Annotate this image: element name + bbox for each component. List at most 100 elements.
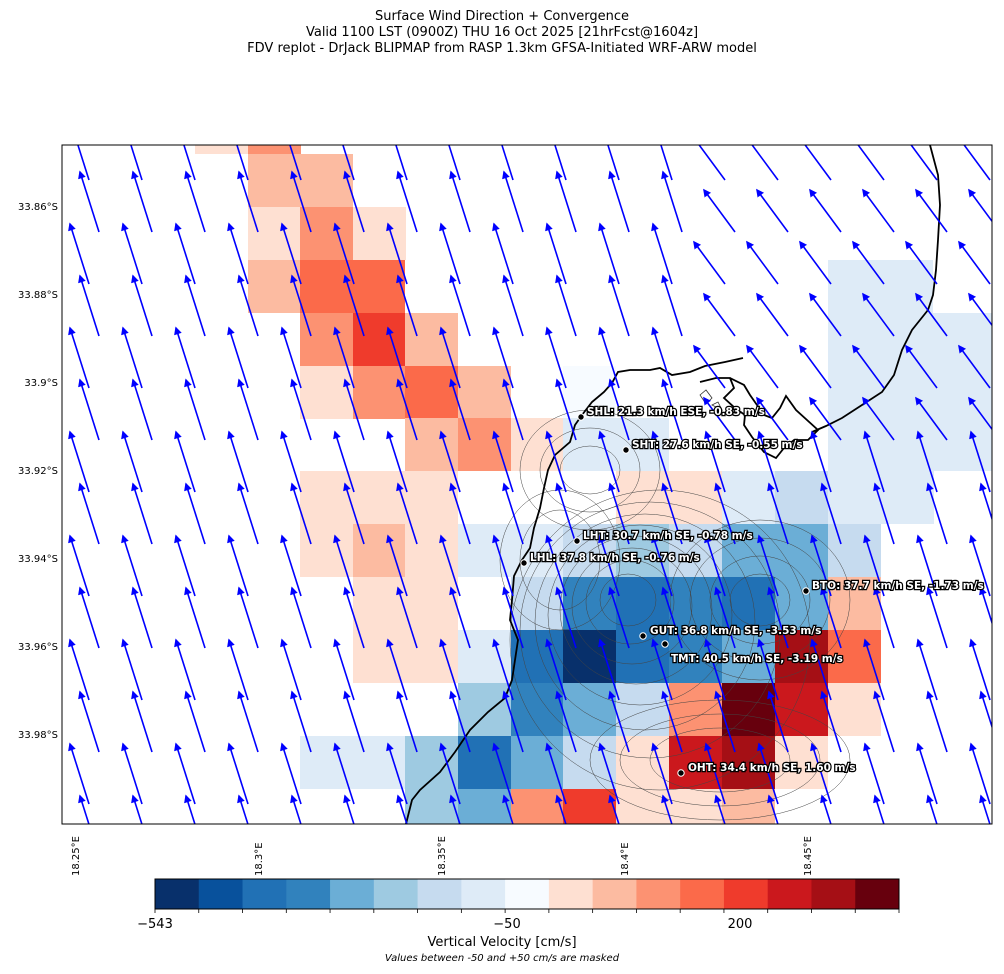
convergence-cell [828,260,933,313]
wind-arrow [68,222,90,285]
convergence-cell [511,418,564,471]
convergence-cell [828,471,881,524]
wind-arrow [916,430,938,493]
wind-arrow [492,534,514,597]
station-dot [573,537,581,545]
wind-arrow [810,742,832,805]
terrain-contour [534,513,756,731]
title-line-3: FDV replot - DrJack BLIPMAP from RASP 1.… [247,41,757,56]
convergence-cell [405,736,458,789]
wind-arrow [926,482,948,545]
convergence-cell [828,524,881,577]
wind-arrow [449,794,461,824]
wind-arrow [439,326,461,389]
convergence-cell [300,207,353,260]
x-tick-label: 18.3°E [254,842,265,876]
wind-arrow [227,222,249,285]
terrain-contour [669,519,851,681]
wind-arrow [746,344,779,389]
wind-arrow [555,482,577,545]
convergence-cell [563,736,616,789]
wind-arrow [555,690,577,753]
wind-arrow [862,292,895,337]
convergence-cell [458,736,511,789]
convergence-cell [775,471,828,524]
wind-arrow [746,145,779,181]
convergence-cell [563,683,616,736]
wind-arrow [958,240,991,285]
wind-arrow [280,222,302,285]
convergence-cell [248,145,301,154]
convergence-cell [669,471,722,524]
wind-arrow [333,430,355,493]
wind-arrow [290,586,312,649]
wind-arrow [693,145,726,181]
wind-arrow [78,586,100,649]
convergence-cell [405,577,458,630]
colorbar-bin [592,879,637,909]
wind-arrow [174,742,196,805]
wind-arrow [598,326,620,389]
wind-arrow [969,638,991,701]
wind-arrow [598,534,620,597]
wind-arrow [333,534,355,597]
wind-arrow [979,586,992,626]
convergence-cell [458,683,511,736]
wind-arrow [958,344,991,389]
convergence-cell [458,366,511,419]
wind-arrow [757,430,779,493]
convergence-cell [669,577,722,630]
colorbar [154,878,900,913]
wind-arrow [449,274,471,337]
x-tick-label: 18.25°E [71,836,82,876]
wind-arrow [174,326,196,389]
convergence-cell [511,736,564,789]
y-tick-label: 33.96°S [18,642,58,653]
wind-arrow [439,222,461,285]
wind-arrow [343,482,365,545]
wind-arrow [502,378,524,441]
wind-arrow [545,534,567,597]
convergence-cell [353,366,406,419]
wind-arrow [174,638,196,701]
wind-arrow [68,534,90,597]
wind-arrow [386,534,408,597]
terrain-contour [559,445,621,495]
wind-arrow [502,274,524,337]
wind-arrow [661,378,683,441]
wind-arrow [236,145,249,181]
wind-arrow [502,794,514,824]
wind-arrow [704,638,726,701]
wind-arrow [386,742,408,805]
wind-arrow [78,378,100,441]
wind-arrow [545,326,567,389]
wind-arrow [131,274,153,337]
wind-arrow [979,482,992,522]
wind-arrow [608,586,630,649]
wind-arrow [343,586,365,649]
wind-arrow [121,430,143,493]
wind-arrow [767,690,789,753]
station-label: SHL: 21.3 km/h ESE, -0.83 m/s [587,406,765,418]
convergence-cell [722,736,775,789]
y-tick-label: 33.9°S [24,378,58,389]
terrain-contour [585,559,675,645]
colorbar-bin [198,879,244,909]
coastline [405,145,941,824]
colorbar-bin [242,879,287,909]
wind-arrow [608,794,620,824]
convergence-cell [300,471,353,524]
wind-arrow [280,742,302,805]
wind-arrow [280,430,302,493]
convergence-cell [405,313,458,366]
wind-arrow [873,794,885,824]
wind-arrow [449,378,471,441]
wind-arrow [545,638,567,701]
wind-arrow [714,482,736,545]
wind-arrow [237,690,259,753]
wind-arrow [131,586,153,649]
convergence-cell [775,577,828,630]
wind-arrow [661,794,673,824]
wind-arrow [661,690,683,753]
convergence-cell [405,789,458,824]
